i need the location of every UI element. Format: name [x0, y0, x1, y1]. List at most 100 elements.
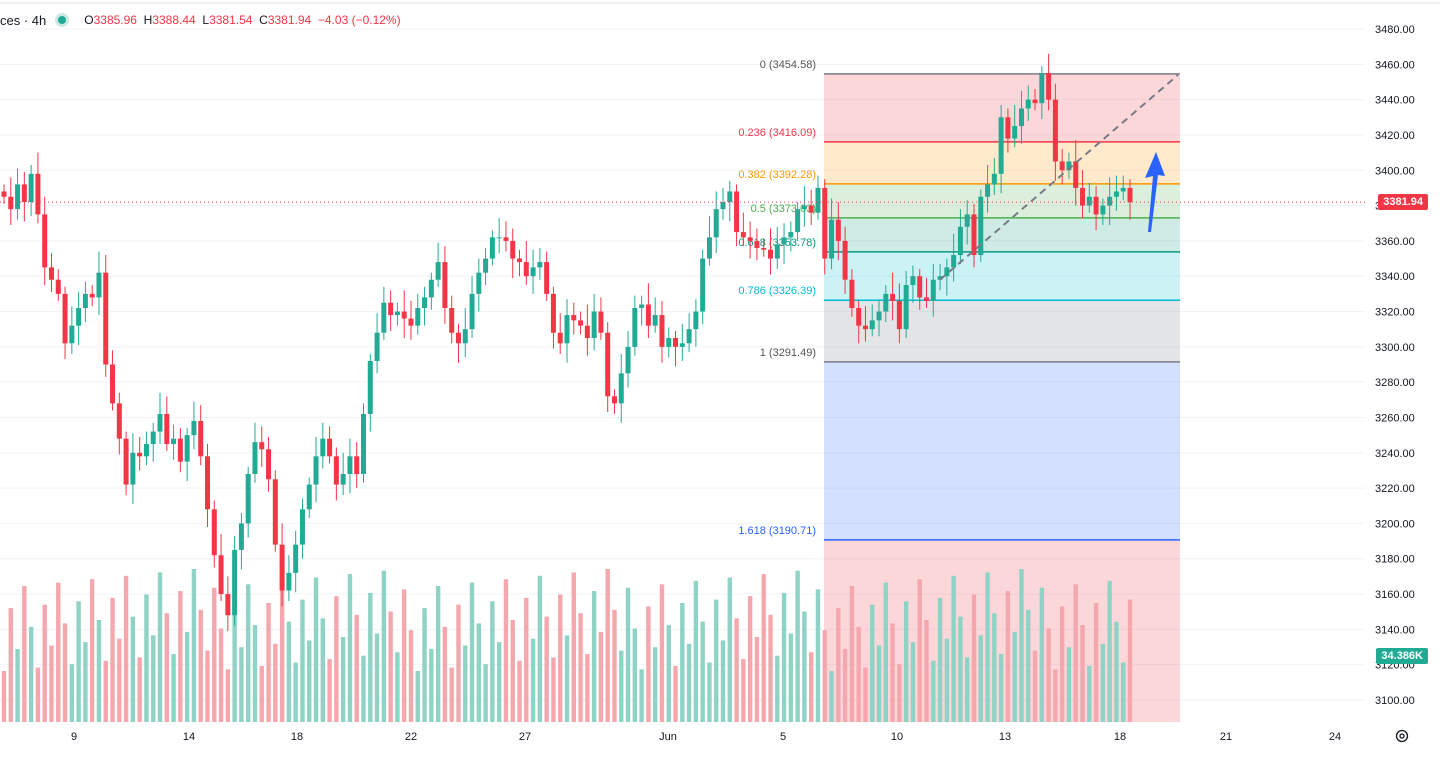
candle-body [883, 293, 889, 312]
volume-bar [1073, 584, 1078, 722]
volume-bar [218, 628, 224, 722]
volume-bar [537, 575, 543, 722]
candle-body [150, 431, 156, 444]
candle-body [137, 452, 143, 457]
candle-body [849, 279, 855, 308]
candle-body [706, 237, 712, 259]
candle-body [143, 443, 149, 457]
volume-bar [151, 635, 156, 722]
candle-body [862, 325, 868, 330]
volume-bar [856, 626, 861, 722]
candle-body [957, 226, 963, 256]
time-axis[interactable]: 9 14 18 22 27 Jun 5 10 13 18 21 24 [71, 731, 1341, 743]
volume-bar [1114, 621, 1119, 722]
price-tick-label: 3240.00 [1375, 448, 1415, 460]
candle-body [652, 315, 658, 326]
candle-body [591, 311, 597, 339]
candle-body [1005, 117, 1011, 139]
candle-body [795, 209, 801, 233]
ohlc-values: O3385.96 H3388.44 L3381.54 C3381.94 −4.0… [84, 13, 401, 27]
volume-bar [578, 613, 583, 722]
volume-bar [958, 616, 963, 722]
candle-body [693, 311, 699, 330]
volume-bar [741, 659, 746, 722]
candle-body [517, 258, 523, 263]
settings-gear-icon[interactable] [1394, 728, 1410, 744]
volume-bar [429, 648, 434, 722]
time-tick-label: 14 [183, 731, 195, 743]
time-tick-label: 18 [291, 731, 303, 743]
last-price-badge: 3381.94 [1378, 194, 1428, 210]
volume-bar [571, 572, 576, 722]
volume-bar [693, 580, 699, 722]
volume-bar [408, 630, 414, 722]
candle-body [924, 297, 930, 301]
volume-bar [965, 657, 970, 722]
volume-bar [978, 635, 983, 722]
symbol-title[interactable]: ces · 4h [0, 12, 47, 28]
volume-bar [917, 579, 922, 722]
candle-body [815, 187, 821, 213]
candle-body [1046, 73, 1052, 100]
candle-body [964, 214, 970, 227]
volume-bar [1026, 609, 1031, 722]
volume-bar [137, 657, 142, 722]
volume-bar [1066, 647, 1072, 722]
candle-body [184, 435, 190, 462]
price-tick-label: 3100.00 [1375, 695, 1415, 707]
volume-bar [1032, 650, 1038, 722]
volume-bar [781, 592, 787, 722]
candle-body [618, 373, 624, 404]
fib-level-label: 0.236 (3416.09) [738, 127, 816, 139]
candle-body [1120, 187, 1126, 192]
candle-body [761, 247, 767, 250]
volume-bar [714, 599, 719, 722]
candlesticks [1, 53, 1133, 632]
volume-bar [435, 586, 441, 722]
candle-body [313, 456, 319, 485]
candle-body [177, 438, 183, 462]
candle-body [381, 302, 387, 333]
candle-body [35, 173, 41, 215]
candle-body [408, 318, 414, 326]
candle-body [272, 479, 278, 545]
candle-body [286, 572, 292, 591]
volume-bar [266, 603, 271, 722]
candle-body [611, 396, 617, 404]
volume-bar [673, 665, 678, 722]
price-tick-label: 3420.00 [1375, 130, 1415, 142]
candle-body [951, 255, 957, 268]
candle-body [1032, 99, 1038, 104]
candle-body [564, 315, 570, 344]
volume-bar [903, 601, 909, 722]
time-tick-label: 9 [71, 731, 77, 743]
candle-body [211, 509, 217, 556]
candle-body [123, 438, 129, 485]
candle-body [374, 332, 380, 361]
time-tick-label: 27 [519, 731, 531, 743]
volume-bar [659, 584, 665, 722]
volume-bar [483, 664, 488, 722]
candle-body [327, 438, 333, 457]
volume-bar [985, 572, 990, 722]
candle-body [238, 523, 244, 550]
volume-bar [368, 592, 373, 722]
candle-body [62, 293, 68, 344]
volume-bar [402, 589, 407, 722]
time-tick-label: 10 [891, 731, 903, 743]
volume-bar [354, 614, 359, 722]
up-arrow-icon [1145, 152, 1165, 232]
trend-line [939, 74, 1179, 281]
price-tick-label: 3220.00 [1375, 483, 1415, 495]
candle-body [720, 202, 726, 210]
volume-bar [1107, 580, 1112, 722]
volume-bar [524, 597, 529, 722]
candle-body [388, 302, 394, 316]
volume-bar [890, 623, 895, 722]
candle-body [713, 209, 719, 238]
price-axis[interactable]: 3100.003120.003140.003160.003180.003200.… [1375, 24, 1415, 707]
candle-body [523, 262, 529, 277]
candle-body [700, 258, 706, 312]
candle-body [1012, 126, 1018, 139]
